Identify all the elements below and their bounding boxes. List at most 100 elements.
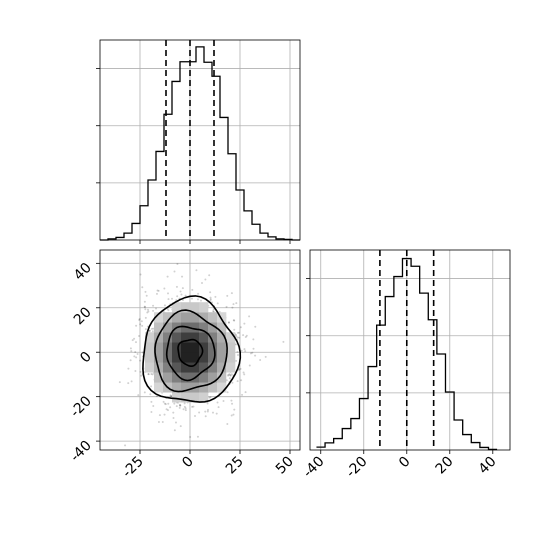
density-cell <box>217 312 227 323</box>
scatter-point <box>238 331 241 334</box>
density-cell <box>190 392 200 403</box>
scatter-point <box>229 374 232 377</box>
panel-top-left <box>96 39 301 244</box>
density-cell <box>226 342 236 353</box>
scatter-point <box>209 298 212 301</box>
scatter-point <box>175 405 178 408</box>
hist-x-quantile-lines <box>165 40 215 240</box>
density-cell <box>172 352 182 363</box>
scatter-point <box>176 295 179 298</box>
scatter-point <box>169 406 172 409</box>
scatter-point <box>206 408 209 411</box>
scatter-point <box>236 380 239 383</box>
density-cell <box>208 332 218 343</box>
hist-x-steps <box>100 46 300 241</box>
scatter-point <box>143 300 146 303</box>
panel-bottom-right: -40 -20 0 20 40 <box>300 249 511 481</box>
density-cell <box>145 342 155 353</box>
scatter-y-tick-labels: -40 -20 0 20 40 <box>67 260 94 465</box>
density-cell <box>208 362 218 373</box>
scatter-point <box>264 355 267 358</box>
scatter-point <box>183 405 186 408</box>
scatter-point <box>138 335 141 338</box>
scatter-point <box>254 354 257 357</box>
scatter-point <box>137 394 140 397</box>
density-cell <box>154 322 164 333</box>
scatter-point <box>183 402 186 405</box>
density-cell <box>172 372 182 383</box>
scatter-point <box>133 337 136 340</box>
scatter-point <box>144 328 147 331</box>
hist-y-quantile-lines <box>379 250 435 450</box>
scatter-point <box>191 288 194 291</box>
scatter-point <box>138 317 141 320</box>
density-cell <box>172 342 182 353</box>
scatter-point <box>155 395 158 398</box>
hist-y-steps <box>316 257 498 451</box>
contour-level <box>177 338 204 368</box>
scatter-point <box>215 412 218 415</box>
scatter-point <box>230 399 233 402</box>
hist-x-frame <box>99 39 301 241</box>
scatter-point <box>139 359 142 362</box>
hist-x-grid <box>100 40 300 240</box>
contour-level <box>165 325 216 382</box>
x-tick-label: 0 <box>396 454 414 472</box>
hist-y-frame <box>309 249 511 451</box>
scatter-point <box>204 415 207 418</box>
scatter-point <box>179 404 182 407</box>
scatter-point <box>189 435 192 438</box>
scatter-point <box>141 324 144 327</box>
scatter-point <box>231 402 234 405</box>
scatter-point <box>209 291 212 294</box>
scatter-point <box>216 302 219 305</box>
scatter-point <box>171 297 174 300</box>
scatter-point <box>167 298 170 301</box>
x-tick-label: 0 <box>179 454 197 472</box>
density-cell <box>190 302 200 313</box>
scatter-point <box>212 308 215 311</box>
scatter-point <box>149 393 152 396</box>
density-cell <box>154 382 164 393</box>
scatter-point <box>158 414 161 417</box>
scatter-point <box>235 343 238 346</box>
density-cell <box>199 382 209 393</box>
scatter-point <box>228 373 231 376</box>
scatter-point <box>225 379 228 382</box>
scatter-point <box>141 351 144 354</box>
x-tick-label: 40 <box>476 454 500 478</box>
scatter-point <box>231 381 234 384</box>
density-cell <box>172 312 182 323</box>
density-cell <box>145 362 155 373</box>
density-cell <box>190 322 200 333</box>
x-tick-label: -40 <box>300 454 327 481</box>
scatter-point <box>192 405 195 408</box>
scatter-point <box>150 400 153 403</box>
scatter-point <box>225 305 228 308</box>
scatter-point <box>198 411 201 414</box>
scatter-point <box>229 374 232 377</box>
density-cell <box>172 392 182 403</box>
scatter-point <box>235 359 238 362</box>
density-cell <box>208 322 218 333</box>
density-cell <box>226 352 236 363</box>
scatter-point <box>240 379 243 382</box>
scatter-point <box>179 425 182 428</box>
scatter-point <box>134 369 137 372</box>
hist-y-x-tick-labels: -40 -20 0 20 40 <box>300 454 500 481</box>
scatter-point <box>140 320 143 323</box>
density-cell <box>208 342 218 353</box>
scatter-point <box>147 310 150 313</box>
scatter-point <box>228 377 231 380</box>
scatter-point <box>209 299 212 302</box>
scatter-point <box>235 334 238 337</box>
density-cell <box>199 362 209 373</box>
density-cell <box>217 322 227 333</box>
density-cell <box>226 362 236 373</box>
scatter-point <box>282 340 285 343</box>
scatter-point <box>243 322 246 325</box>
scatter-point <box>178 406 181 409</box>
scatter-point <box>211 411 214 414</box>
scatter-point <box>139 273 142 276</box>
scatter-point <box>152 405 155 408</box>
